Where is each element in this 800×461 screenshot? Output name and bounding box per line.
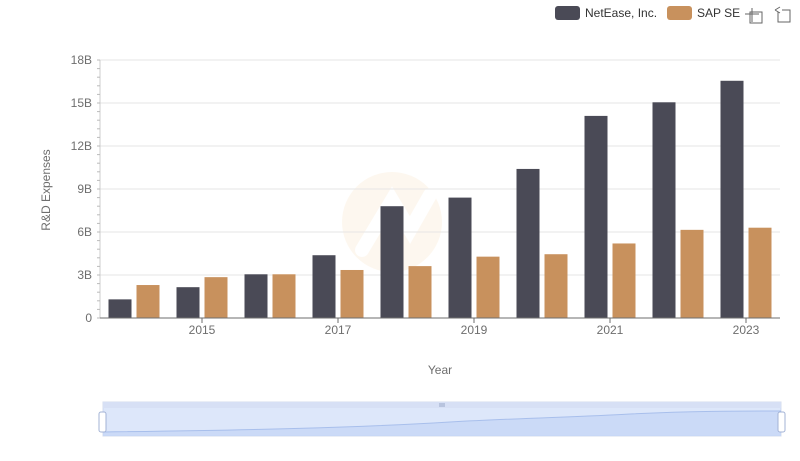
bar-sap-2021[interactable] — [612, 243, 636, 318]
bar-sap-2016[interactable] — [272, 274, 296, 318]
y-tick-label: 12B — [71, 139, 92, 153]
bar-netease-2019[interactable] — [448, 197, 472, 318]
x-tick-label: 2015 — [189, 323, 216, 337]
bar-netease-2016[interactable] — [244, 274, 268, 318]
y-tick-label: 3B — [77, 268, 92, 282]
bar-sap-2019[interactable] — [476, 256, 500, 318]
data-zoom-slider[interactable] — [98, 401, 786, 437]
bar-netease-2017[interactable] — [312, 255, 336, 318]
bars — [108, 80, 772, 319]
legend-label: SAP SE — [697, 6, 740, 20]
y-tick-label: 0 — [85, 311, 92, 325]
legend-item-sap[interactable]: SAP SE — [667, 6, 740, 20]
slider-handle-right[interactable] — [777, 411, 786, 433]
y-axis-title: R&D Expenses — [39, 149, 53, 230]
slider-grip[interactable] — [439, 403, 445, 407]
bar-sap-2018[interactable] — [408, 266, 432, 318]
bar-netease-2020[interactable] — [516, 168, 540, 318]
bar-sap-2020[interactable] — [544, 254, 568, 318]
slider-handle-left[interactable] — [98, 411, 107, 433]
bar-netease-2014[interactable] — [108, 299, 132, 318]
x-tick-label: 2017 — [325, 323, 352, 337]
legend[interactable]: NetEase, Inc. SAP SE — [555, 6, 740, 20]
x-tick-label: 2019 — [461, 323, 488, 337]
y-tick-label: 18B — [71, 53, 92, 67]
legend-label: NetEase, Inc. — [585, 6, 657, 20]
zoom-select-icon[interactable] — [745, 8, 763, 24]
y-tick-label: 9B — [77, 182, 92, 196]
x-tick-label: 2023 — [733, 323, 760, 337]
bar-sap-2017[interactable] — [340, 269, 364, 318]
bar-sap-2023[interactable] — [748, 227, 772, 318]
grid-lines — [100, 59, 780, 276]
x-tick-label: 2021 — [597, 323, 624, 337]
legend-item-netease[interactable]: NetEase, Inc. — [555, 6, 657, 20]
x-axis-title: Year — [428, 363, 452, 377]
x-axis: 2015 2017 2019 2021 2023 — [100, 317, 780, 337]
bar-netease-2022[interactable] — [652, 102, 676, 319]
bar-netease-2023[interactable] — [720, 80, 744, 319]
bar-sap-2014[interactable] — [136, 285, 160, 318]
y-tick-label: 6B — [77, 225, 92, 239]
bar-netease-2021[interactable] — [584, 115, 608, 319]
restore-icon[interactable] — [774, 6, 791, 23]
bar-sap-2022[interactable] — [680, 229, 704, 318]
bar-netease-2018[interactable] — [380, 206, 404, 318]
bar-sap-2015[interactable] — [204, 277, 228, 318]
y-tick-label: 15B — [71, 96, 92, 110]
bar-netease-2015[interactable] — [176, 287, 200, 318]
y-axis: 0 3B 6B 9B 12B 15B 18B — [71, 53, 101, 325]
